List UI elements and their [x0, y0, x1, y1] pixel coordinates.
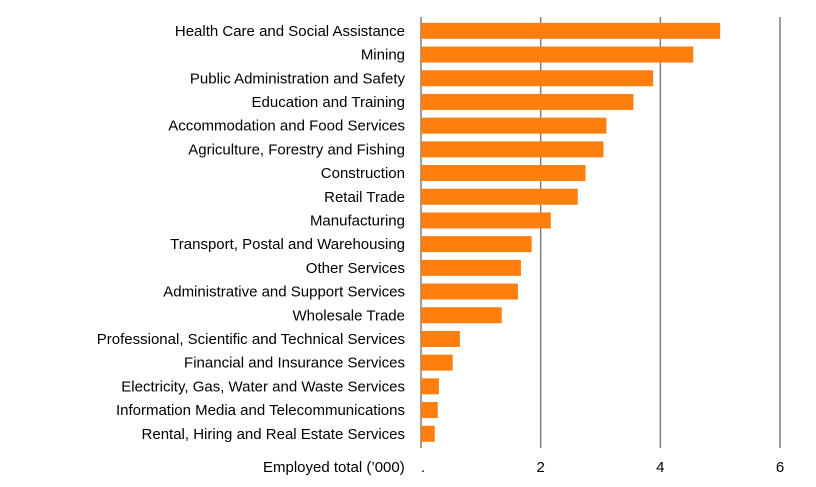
category-label: Education and Training	[252, 94, 405, 111]
category-label: Retail Trade	[324, 189, 405, 206]
x-axis-label: Employed total (’000)	[263, 459, 405, 476]
category-label: Mining	[361, 47, 405, 64]
bar	[421, 165, 586, 182]
category-label: Transport, Postal and Warehousing	[170, 236, 405, 253]
category-label: Agriculture, Forestry and Fishing	[188, 141, 405, 158]
bar	[421, 117, 607, 134]
category-label: Administrative and Support Services	[163, 284, 405, 301]
category-label: Construction	[321, 165, 405, 182]
x-tick-label: 4	[656, 459, 664, 476]
bar	[421, 425, 435, 442]
bar	[421, 46, 694, 63]
x-tick-label-zero: .	[421, 459, 425, 476]
bars	[421, 22, 721, 442]
x-tick-label: 2	[536, 459, 544, 476]
bar	[421, 354, 453, 371]
category-label: Financial and Insurance Services	[184, 355, 405, 372]
bar	[421, 259, 521, 276]
category-label: Other Services	[306, 260, 405, 277]
bar	[421, 283, 518, 300]
bar	[421, 330, 460, 347]
category-label: Public Administration and Safety	[190, 70, 406, 87]
bar	[421, 141, 604, 158]
bar	[421, 70, 654, 87]
category-label: Professional, Scientific and Technical S…	[97, 331, 405, 348]
category-label: Information Media and Telecommunications	[116, 402, 405, 419]
bar	[421, 212, 551, 229]
bar	[421, 188, 578, 205]
x-tick-label: 6	[776, 459, 784, 476]
category-label: Wholesale Trade	[292, 307, 405, 324]
category-label: Electricity, Gas, Water and Waste Servic…	[121, 378, 405, 395]
x-tick-labels: 2 4 6	[536, 459, 784, 476]
bar	[421, 22, 721, 39]
bar	[421, 378, 439, 395]
category-label: Health Care and Social Assistance	[175, 23, 405, 40]
category-label: Accommodation and Food Services	[168, 118, 405, 135]
category-labels: Health Care and Social Assistance Mining P…	[97, 23, 406, 443]
category-label: Rental, Hiring and Real Estate Services	[142, 426, 405, 443]
bar	[421, 402, 438, 419]
bar	[421, 307, 502, 324]
bar	[421, 236, 532, 253]
category-label: Manufacturing	[310, 212, 405, 229]
gridlines	[420, 17, 781, 448]
bar	[421, 93, 634, 110]
